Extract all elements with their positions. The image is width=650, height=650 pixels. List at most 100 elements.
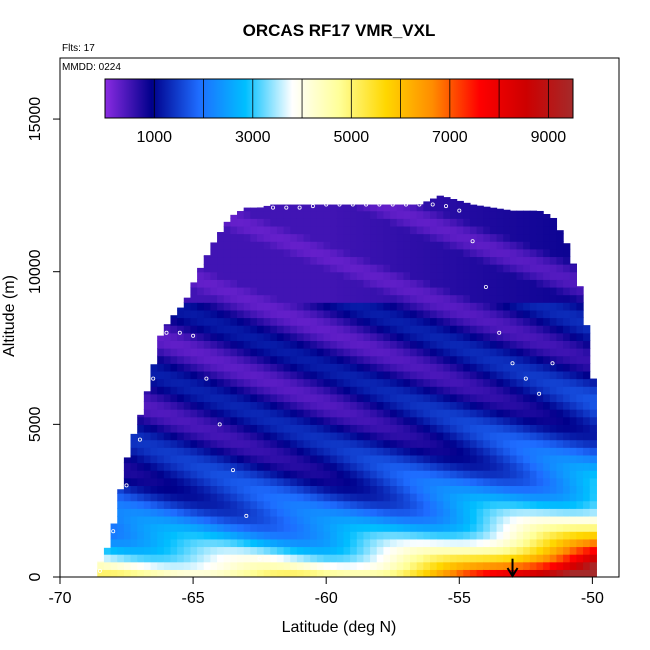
heatmap-cell: [376, 340, 385, 349]
heatmap-cell: [316, 386, 325, 395]
heatmap-cell: [290, 225, 298, 235]
heatmap-cell: [157, 370, 165, 380]
chart-title: ORCAS RF17 VMR_VXL: [243, 21, 436, 40]
heatmap-cell: [210, 454, 218, 464]
heatmap-cell: [436, 531, 444, 540]
heatmap-cell: [197, 348, 205, 357]
heatmap-cell: [283, 378, 291, 387]
heatmap-cell: [237, 294, 245, 303]
heatmap-cell: [430, 279, 438, 288]
heatmap-cell: [376, 348, 385, 357]
heatmap-cell: [483, 317, 491, 326]
heatmap-cell: [569, 424, 577, 433]
heatmap-cell: [303, 508, 311, 517]
heatmap-cell: [576, 523, 584, 532]
heatmap-cell: [556, 500, 564, 509]
heatmap-cell: [223, 325, 231, 334]
heatmap-cell: [509, 493, 518, 502]
heatmap-cell: [509, 447, 518, 456]
heatmap-cell: [536, 370, 544, 380]
heatmap-cell: [316, 294, 325, 303]
heatmap-cell: [456, 470, 464, 479]
heatmap-cell: [543, 309, 551, 319]
heatmap-cell: [483, 325, 491, 334]
heatmap-cell: [190, 485, 198, 494]
heatmap-cell: [197, 500, 205, 509]
heatmap-cell: [296, 554, 305, 563]
heatmap-cell: [423, 317, 431, 326]
heatmap-cell: [356, 271, 365, 280]
heatmap-cell: [483, 493, 491, 502]
heatmap-cell: [503, 309, 511, 319]
heatmap-cell: [157, 515, 165, 525]
heatmap-cell: [496, 554, 504, 563]
heatmap-cell: [163, 561, 172, 570]
heatmap-cell: [483, 393, 491, 403]
heatmap-cell: [529, 386, 538, 395]
heatmap-cell: [103, 569, 112, 577]
heatmap-cell: [303, 264, 311, 273]
heatmap-cell: [263, 241, 271, 250]
flight-track-layer: [97, 202, 595, 573]
heatmap-cell: [376, 447, 385, 456]
heatmap-cell: [276, 248, 285, 258]
heatmap-cell: [463, 210, 471, 219]
heatmap-cell: [376, 271, 385, 280]
heatmap-cell: [356, 225, 365, 235]
heatmap-cell: [569, 508, 577, 517]
heatmap-cell: [576, 416, 584, 425]
heatmap-cell: [449, 271, 458, 280]
heatmap-cell: [217, 409, 225, 418]
heatmap-cell: [250, 325, 258, 334]
heatmap-cell: [370, 210, 378, 219]
heatmap-cell: [316, 485, 325, 494]
heatmap-cell: [217, 416, 225, 425]
flight-track-point: [257, 556, 262, 561]
heatmap-cell: [350, 561, 358, 570]
heatmap-cell: [210, 416, 218, 425]
heatmap-cell: [583, 447, 591, 456]
colorbar-tick-label: 7000: [432, 129, 468, 146]
heatmap-cell: [296, 355, 305, 364]
heatmap-cell: [410, 233, 418, 242]
heatmap-cell: [403, 256, 411, 265]
heatmap-cell: [403, 462, 411, 471]
heatmap-cell: [270, 431, 278, 441]
heatmap-cell: [509, 485, 518, 494]
heatmap-cell: [390, 325, 398, 334]
heatmap-cell: [143, 447, 152, 456]
heatmap-cell: [516, 447, 524, 456]
heatmap-cell: [290, 561, 298, 570]
heatmap-cell: [336, 470, 345, 479]
heatmap-cell: [483, 439, 491, 448]
heatmap-cell: [310, 233, 318, 242]
heatmap-cell: [163, 462, 172, 471]
heatmap-cell: [396, 554, 404, 563]
heatmap-cell: [516, 256, 524, 265]
heatmap-cell: [430, 409, 438, 418]
heatmap-cell: [536, 264, 544, 273]
heatmap-cell: [296, 218, 305, 227]
heatmap-cell: [203, 431, 211, 441]
heatmap-cell: [163, 348, 172, 357]
heatmap-cell: [376, 363, 385, 372]
heatmap-cell: [403, 401, 411, 410]
heatmap-cell: [543, 218, 551, 227]
heatmap-cell: [217, 264, 225, 273]
heatmap-cell: [323, 279, 331, 288]
heatmap-cell: [423, 370, 431, 380]
heatmap-cell: [223, 317, 231, 326]
heatmap-cell: [430, 294, 438, 303]
heatmap-cell: [449, 439, 458, 448]
heatmap-cell: [356, 500, 365, 509]
heatmap-cell: [336, 286, 345, 296]
heatmap-cell: [503, 431, 511, 441]
heatmap-cell: [270, 325, 278, 334]
heatmap-cell: [303, 569, 311, 577]
heatmap-cell: [376, 569, 385, 577]
heatmap-cell: [356, 279, 365, 288]
heatmap-cell: [456, 485, 464, 494]
heatmap-cell: [509, 416, 518, 425]
heatmap-cell: [576, 378, 584, 387]
heatmap-cell: [197, 363, 205, 372]
